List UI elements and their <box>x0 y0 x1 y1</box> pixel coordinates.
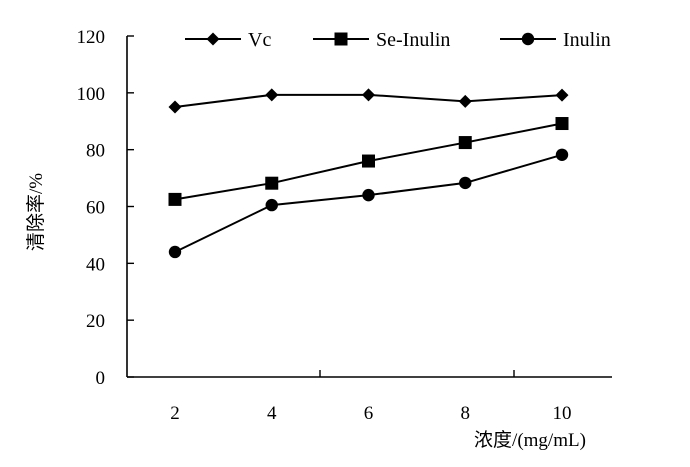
data-point-se-inulin-8 <box>458 136 472 150</box>
x-tick-label-2: 2 <box>170 403 180 424</box>
y-tick-label-100: 100 <box>77 84 106 105</box>
legend-label-inulin: Inulin <box>563 29 611 51</box>
data-point-inulin-6 <box>362 188 375 202</box>
y-tick-label-0: 0 <box>96 368 106 389</box>
x-tick-label-4: 4 <box>267 403 277 424</box>
legend-item-se-inulin: Se-Inulin <box>313 29 450 51</box>
legend-marker-se-inulin <box>334 32 348 46</box>
y-axis-title: 清除率/% <box>25 173 47 251</box>
series-vc <box>168 88 569 114</box>
x-tick-label-10: 10 <box>553 403 572 424</box>
x-tick-label-6: 6 <box>364 403 374 424</box>
data-point-se-inulin-2 <box>168 192 182 206</box>
data-point-se-inulin-6 <box>362 154 375 168</box>
y-tick-label-80: 80 <box>86 141 105 162</box>
data-point-vc-8 <box>458 94 472 108</box>
data-point-vc-6 <box>362 88 375 102</box>
legend: Vc Se-Inulin Inulin <box>185 29 611 51</box>
data-point-inulin-2 <box>168 245 182 259</box>
legend-marker-vc <box>206 32 220 46</box>
axes <box>126 36 612 378</box>
x-tick-label-8: 8 <box>461 403 471 424</box>
data-point-inulin-10 <box>555 148 569 161</box>
y-tick-label-40: 40 <box>86 254 105 275</box>
series-inulin <box>168 148 569 259</box>
series-se-inulin <box>168 117 569 206</box>
y-tick-label-20: 20 <box>86 311 105 332</box>
legend-item-inulin: Inulin <box>500 29 611 51</box>
series-group <box>168 88 569 259</box>
ticks: 0 20 40 60 80 100 120 2 4 6 8 10 <box>77 27 572 424</box>
data-point-se-inulin-10 <box>555 117 569 131</box>
y-tick-label-60: 60 <box>86 198 105 219</box>
data-point-se-inulin-4 <box>265 176 279 190</box>
data-point-vc-10 <box>555 88 569 102</box>
data-point-vc-2 <box>168 100 182 114</box>
legend-marker-inulin <box>521 32 535 46</box>
series-line-inulin <box>174 153 563 253</box>
data-point-inulin-8 <box>459 176 472 190</box>
data-point-vc-4 <box>265 88 279 102</box>
legend-item-vc: Vc <box>185 29 271 51</box>
legend-label-se-inulin: Se-Inulin <box>376 29 450 51</box>
data-point-inulin-4 <box>265 198 278 212</box>
x-axis-title: 浓度/(mg/mL) <box>474 429 586 451</box>
y-tick-label-120: 120 <box>77 27 106 48</box>
legend-label-vc: Vc <box>248 29 271 51</box>
